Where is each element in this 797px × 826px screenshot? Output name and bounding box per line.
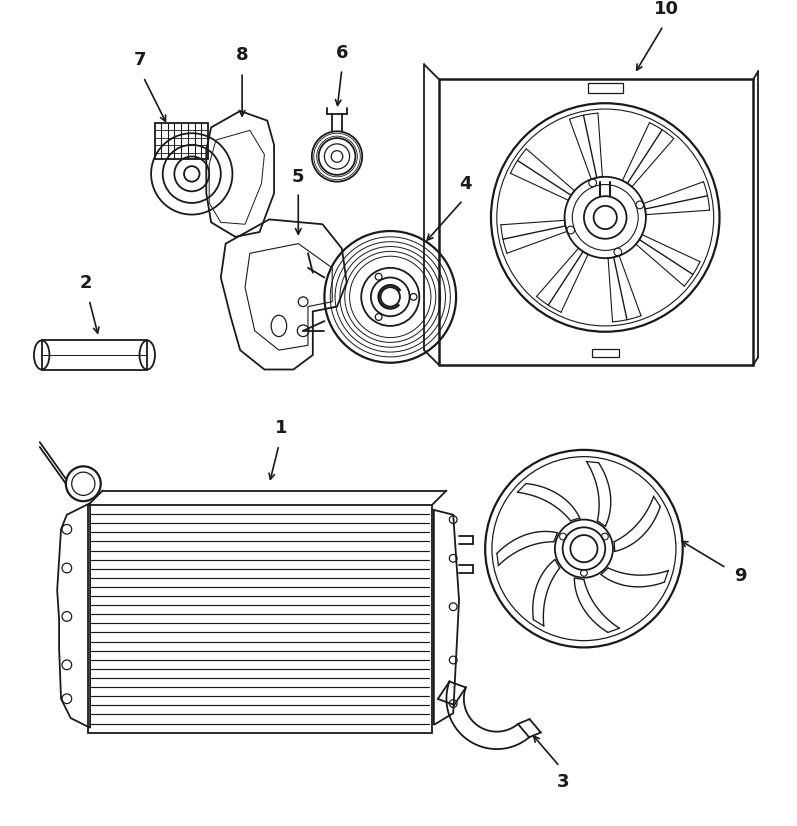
Text: 10: 10 <box>654 0 679 18</box>
Bar <box>88 505 432 733</box>
Bar <box>588 83 622 93</box>
Text: 4: 4 <box>460 175 472 193</box>
Bar <box>41 340 147 369</box>
Text: 7: 7 <box>134 51 147 69</box>
Text: 9: 9 <box>735 567 747 585</box>
Text: 2: 2 <box>80 274 92 292</box>
Text: 8: 8 <box>236 46 249 64</box>
Bar <box>438 79 753 364</box>
Bar <box>155 122 208 159</box>
Bar <box>591 349 618 357</box>
Text: 5: 5 <box>292 168 304 186</box>
Text: 1: 1 <box>275 420 287 437</box>
Text: 3: 3 <box>556 773 569 791</box>
Text: 6: 6 <box>336 44 348 62</box>
